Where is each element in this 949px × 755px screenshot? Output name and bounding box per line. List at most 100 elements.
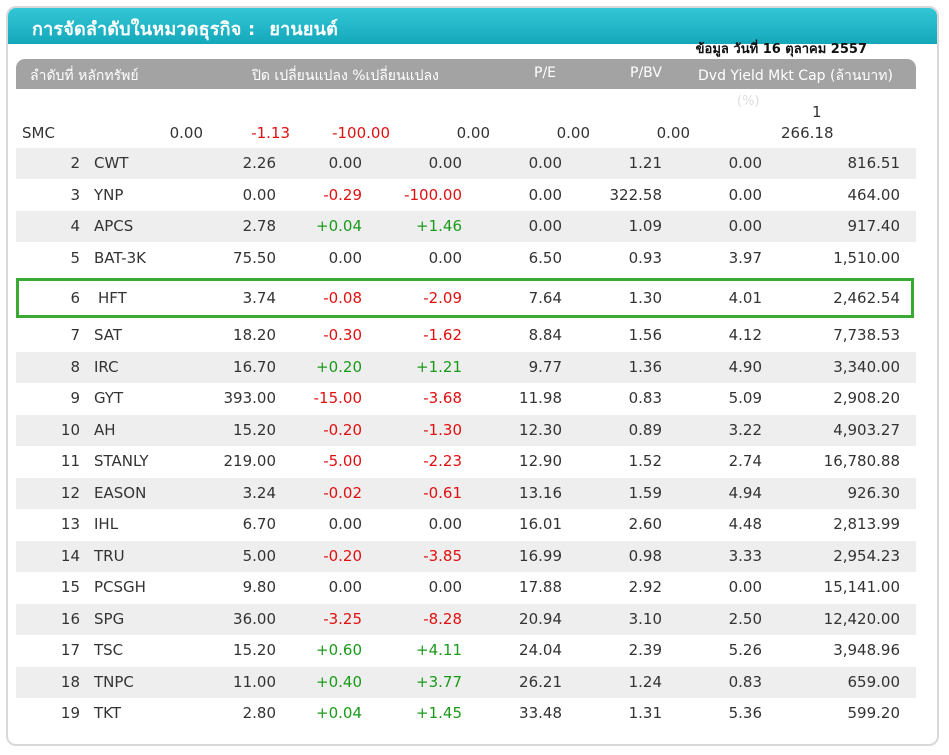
cell-mkt: 7,738.53: [833, 326, 900, 344]
cell-pe: 7.64: [528, 289, 562, 307]
table-row[interactable]: 19 TKT 2.80 +0.04 +1.45 33.48 1.31 5.36 599.20: [16, 698, 916, 729]
cell-dvd: 5.09: [728, 389, 762, 407]
table-row[interactable]: 5 BAT-3K 75.50 0.00 0.00 6.50 0.93 3.97 1,510.00: [16, 243, 916, 274]
cell-close: 0.00: [242, 185, 276, 204]
cell-symbol: STANLY: [94, 452, 149, 470]
table-row[interactable]: 8 IRC 16.70 +0.20 +1.21 9.77 1.36 4.90 3,340.00: [16, 351, 916, 383]
cell-pe: 13.16: [519, 483, 562, 502]
cell-change: 0.00: [328, 248, 362, 267]
table-row[interactable]: 4 APCS 2.78 +0.04 +1.46 0.00 1.09 0.00 917.40: [16, 211, 916, 242]
cell-pct: +1.45: [416, 704, 462, 722]
table-row[interactable]: 11 STANLY 219.00 -5.00 -2.23 12.90 1.52 2.74 16,…: [16, 446, 916, 477]
cell-rank: 4: [70, 217, 80, 235]
cell-pe: 26.21: [519, 672, 562, 691]
title-text: การจัดลำดับในหมวดธุรกิจ :: [32, 19, 256, 40]
table-row-highlighted[interactable]: 6 HFT 3.74 -0.08 -2.09 7.64 1.30 4.01 2,462.54: [16, 278, 916, 318]
cell-symbol: GYT: [94, 389, 124, 407]
cell-mkt: 2,462.54: [833, 289, 900, 307]
cell-change: +0.04: [316, 704, 362, 722]
cell-dvd: 4.01: [728, 289, 762, 307]
cell-close: 5.00: [242, 546, 276, 565]
cell-rank: 5: [70, 248, 80, 267]
cell-pbv: 1.52: [628, 452, 662, 470]
cell-pe: 16.01: [519, 515, 562, 533]
cell-symbol: IHL: [94, 515, 119, 533]
table-row[interactable]: SMC 0.00 -1.13 -100.00 0.00 0.00 0.00 1 …: [0, 95, 949, 145]
cell-mkt: 3,340.00: [833, 357, 900, 376]
cell-change: -1.13: [251, 124, 290, 142]
cell-mkt: 15,141.00: [823, 578, 900, 596]
cell-dvd: 2.74: [728, 452, 762, 470]
sector-name: ยานยนต์: [269, 19, 339, 40]
cell-close: 36.00: [233, 609, 276, 628]
cell-close: 2.78: [242, 217, 276, 235]
cell-close: 75.50: [233, 248, 276, 267]
cell-pbv: 1.09: [628, 217, 662, 235]
cell-change: +0.20: [316, 357, 362, 376]
cell-pe: 6.50: [528, 248, 562, 267]
cell-mkt-line1: 1: [812, 103, 822, 121]
table-header: ลำดับที่ หลักทรัพย์ ปิด เปลี่ยนแปลง %เปล…: [16, 59, 916, 89]
table-row[interactable]: 15 PCSGH 9.80 0.00 0.00 17.88 2.92 0.00 15,141.0…: [16, 572, 916, 603]
cell-close: 219.00: [223, 452, 277, 470]
cell-change: -15.00: [313, 389, 362, 407]
cell-pbv: 1.59: [628, 483, 662, 502]
cell-close: 3.24: [242, 483, 276, 502]
table-row[interactable]: 12 EASON 3.24 -0.02 -0.61 13.16 1.59 4.94 926.30: [16, 477, 916, 509]
cell-pbv: 0.89: [628, 420, 662, 439]
cell-pct: -3.68: [423, 389, 462, 407]
table-row[interactable]: 10 AH 15.20 -0.20 -1.30 12.30 0.89 3.22 4,903.27: [16, 414, 916, 446]
cell-change: +0.04: [316, 217, 362, 235]
highlight-box: [16, 278, 914, 318]
cell-pe: 16.99: [519, 546, 562, 565]
cell-pbv: 1.21: [628, 154, 662, 172]
cell-mkt: 2,908.20: [833, 389, 900, 407]
cell-pct: +3.77: [416, 672, 462, 691]
cell-close: 2.26: [242, 154, 276, 172]
table-row[interactable]: 7 SAT 18.20 -0.30 -1.62 8.84 1.56 4.12 7,738.53: [16, 320, 916, 351]
cell-dvd: 0.00: [656, 124, 690, 142]
table-row[interactable]: 2 CWT 2.26 0.00 0.00 0.00 1.21 0.00 816.51: [16, 148, 916, 179]
cell-pct: -100.00: [404, 185, 462, 204]
cell-close: 15.20: [233, 641, 276, 659]
cell-pbv: 0.98: [628, 546, 662, 565]
cell-pe: 0.00: [528, 185, 562, 204]
cell-symbol: TSC: [94, 641, 124, 659]
cell-pe: 0.00: [528, 217, 562, 235]
cell-symbol: IRC: [94, 357, 119, 376]
table-row[interactable]: 14 TRU 5.00 -0.20 -3.85 16.99 0.98 3.33 2,954.23: [16, 540, 916, 572]
cell-pe: 0.00: [528, 154, 562, 172]
cell-symbol: PCSGH: [94, 578, 146, 596]
title-bar: การจัดลำดับในหมวดธุรกิจ : ยานยนต์: [8, 8, 937, 44]
cell-rank: 13: [60, 515, 80, 533]
cell-pct: 0.00: [428, 515, 462, 533]
cell-close: 11.00: [233, 672, 276, 691]
table-row[interactable]: 17 TSC 15.20 +0.60 +4.11 24.04 2.39 5.26 3,948.9…: [16, 635, 916, 666]
table-row[interactable]: 13 IHL 6.70 0.00 0.00 16.01 2.60 4.48 2,813.99: [16, 509, 916, 540]
cell-pbv: 1.31: [628, 704, 662, 722]
cell-pbv: 1.56: [628, 326, 662, 344]
cell-dvd: 3.97: [728, 248, 762, 267]
cell-dvd: 3.22: [728, 420, 762, 439]
cell-pe: 33.48: [519, 704, 562, 722]
cell-pbv: 322.58: [609, 185, 663, 204]
cell-pct: 0.00: [428, 578, 462, 596]
cell-close: 18.20: [233, 326, 276, 344]
col-rank-symbol: ลำดับที่ หลักทรัพย์: [30, 65, 139, 87]
cell-change: -3.25: [323, 609, 362, 628]
cell-mkt: 816.51: [847, 154, 901, 172]
cell-pe: 11.98: [519, 389, 562, 407]
table-row[interactable]: 9 GYT 393.00 -15.00 -3.68 11.98 0.83 5.09 2,908.…: [16, 383, 916, 414]
cell-pbv: 1.36: [628, 357, 662, 376]
cell-mkt: 12,420.00: [823, 609, 900, 628]
table-row[interactable]: 16 SPG 36.00 -3.25 -8.28 20.94 3.10 2.50 12,420.…: [16, 603, 916, 635]
table-row[interactable]: 18 TNPC 11.00 +0.40 +3.77 26.21 1.24 0.83 659.00: [16, 666, 916, 698]
cell-pe: 20.94: [519, 609, 562, 628]
col-pe: P/E: [534, 65, 557, 81]
cell-symbol: SPG: [94, 609, 125, 628]
cell-rank: 15: [60, 578, 80, 596]
cell-pe: 17.88: [519, 578, 562, 596]
cell-pbv: 2.60: [628, 515, 662, 533]
cell-rank: 10: [60, 420, 80, 439]
table-row[interactable]: 3 YNP 0.00 -0.29 -100.00 0.00 322.58 0.00 464.00: [16, 180, 916, 211]
